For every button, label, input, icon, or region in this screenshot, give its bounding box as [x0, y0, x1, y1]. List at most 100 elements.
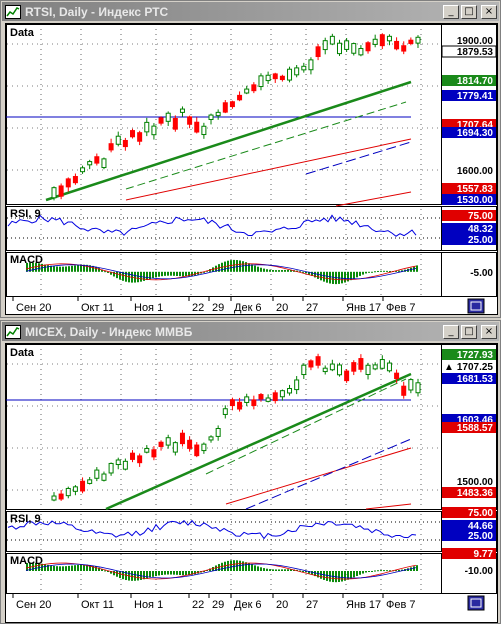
- x-tick-label: 27: [306, 599, 318, 611]
- chart-scroll-button[interactable]: [467, 595, 485, 611]
- price-value-label: 1483.36: [442, 487, 496, 499]
- candle: [301, 363, 307, 379]
- candle: [130, 128, 136, 139]
- candle: [315, 353, 321, 369]
- candle: [401, 41, 407, 55]
- candle: [101, 157, 107, 170]
- price-value-text: 1814.70: [457, 76, 494, 87]
- macd-value-label: 9.77: [442, 548, 496, 560]
- ma-blue-line: [305, 141, 412, 175]
- candle: [308, 57, 314, 75]
- candle: [351, 42, 357, 56]
- price-value-label: 1707.64: [442, 119, 496, 131]
- ma-blue-line: [245, 438, 412, 510]
- candle: [144, 445, 150, 454]
- rsi-value-text: 75.00: [468, 508, 493, 519]
- chart-area[interactable]: Data RSI, 9 MACD 1727.93 ▲ 1707.25 1681.53 1603…: [5, 343, 498, 623]
- candle: [336, 362, 342, 377]
- chart-scroll-button[interactable]: [467, 298, 485, 314]
- x-tick-label: 29: [212, 302, 224, 314]
- candle: [408, 378, 414, 394]
- macd-value-label: -5.00: [470, 268, 493, 279]
- candle: [294, 64, 300, 78]
- window-titlebar[interactable]: RTSI, Daily - Индекс РТС _ □ ×: [2, 2, 499, 21]
- x-tick-label: 22: [192, 302, 204, 314]
- candle: [329, 359, 335, 372]
- candle: [287, 66, 293, 83]
- rsi-panel-label: RSI, 9: [10, 208, 41, 220]
- price-panel[interactable]: [6, 344, 497, 510]
- candle: [237, 91, 243, 102]
- candle: [229, 397, 235, 411]
- candle: [344, 38, 350, 52]
- rsi-panel[interactable]: [6, 206, 497, 251]
- close-button[interactable]: ×: [481, 4, 497, 19]
- ma-red-line: [225, 447, 412, 505]
- maximize-button[interactable]: □: [461, 4, 477, 19]
- rsi-value-label: 48.32: [442, 223, 496, 235]
- minimize-button[interactable]: _: [443, 4, 459, 19]
- candle: [172, 441, 178, 456]
- candle: [122, 458, 128, 471]
- candle: [415, 378, 421, 397]
- macd-value-text: -5.00: [470, 268, 493, 279]
- macd-panel[interactable]: [6, 252, 497, 297]
- window-titlebar[interactable]: MICEX, Daily - Индекс ММВБ _ □ ×: [2, 322, 499, 341]
- price-value-text: 1600.00: [457, 166, 494, 177]
- candle: [115, 131, 121, 147]
- candle: [158, 440, 164, 451]
- price-value-label: 1530.00: [442, 194, 496, 206]
- candle: [279, 389, 285, 401]
- macd-value-text: 9.77: [474, 549, 494, 560]
- window-title: MICEX, Daily - Индекс ММВБ: [25, 324, 193, 339]
- candle: [51, 186, 57, 201]
- candle: [144, 117, 150, 137]
- rsi-value-text: 75.00: [468, 211, 493, 222]
- rsi-value-label: 44.66: [442, 520, 496, 532]
- x-tick-label: Окт 11: [81, 599, 114, 611]
- price-candles: [51, 33, 421, 201]
- x-axis: Сен 20 Окт 11 Ноя 1 22 29 Дек 6 20 27 Янв 17 Фев …: [12, 296, 416, 314]
- x-tick-label: Фев 7: [386, 599, 416, 611]
- price-value-label: 1814.70: [442, 75, 496, 87]
- rsi-value-text: 48.32: [468, 224, 493, 235]
- candle: [294, 376, 300, 395]
- close-button[interactable]: ×: [481, 324, 497, 339]
- candle: [80, 477, 86, 494]
- candle: [244, 85, 250, 95]
- maximize-button[interactable]: □: [461, 324, 477, 339]
- candle: [115, 457, 121, 470]
- price-value-label: 1779.41: [442, 90, 496, 102]
- minimize-button[interactable]: _: [443, 324, 459, 339]
- price-value-label: 1879.53: [441, 45, 497, 58]
- price-value-label: 1900.00: [457, 36, 494, 47]
- price-value-label: 1557.83: [442, 183, 496, 195]
- rsi-value-label: 25.00: [442, 234, 496, 246]
- price-value-text: 1694.30: [457, 128, 494, 139]
- candle: [365, 41, 371, 54]
- rsi-line: [7, 519, 441, 541]
- chart-area[interactable]: Data RSI, 9 MACD 1900.00 1879.53 1814.70 1779.…: [5, 23, 498, 315]
- candle: [272, 72, 278, 83]
- rsi-panel[interactable]: [6, 511, 497, 552]
- candle: [58, 489, 64, 501]
- candle: [308, 359, 314, 371]
- candle: [208, 435, 214, 443]
- price-panel[interactable]: [6, 24, 497, 205]
- candle: [215, 109, 221, 120]
- candle: [51, 492, 57, 502]
- macd-panel[interactable]: [6, 553, 497, 594]
- candle: [272, 390, 278, 404]
- rsi-value-text: 25.00: [468, 531, 493, 542]
- candle: [194, 117, 200, 134]
- candle: [172, 115, 178, 132]
- x-tick-label: 29: [212, 599, 224, 611]
- candle: [265, 71, 271, 84]
- macd-value-text: -10.00: [465, 566, 494, 577]
- candle: [187, 436, 193, 452]
- x-tick-label: 27: [306, 302, 318, 314]
- candle: [87, 476, 93, 485]
- macd-panel-label: MACD: [10, 254, 43, 266]
